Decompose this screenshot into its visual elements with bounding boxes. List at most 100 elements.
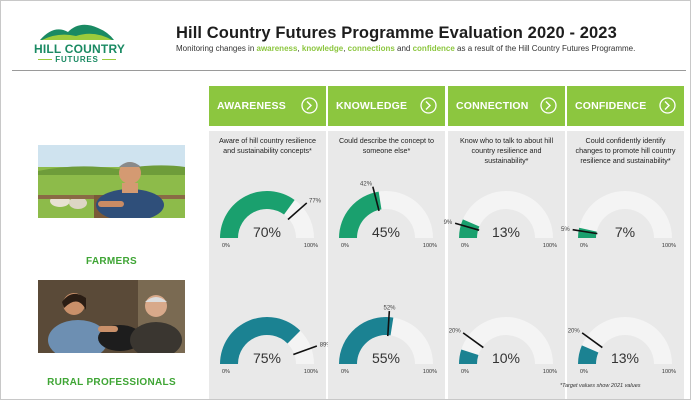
gauge-value-arc: [220, 317, 301, 364]
gauge-max-label: 100%: [423, 369, 437, 375]
gauge-value-arc: [339, 191, 382, 238]
column-header-awareness: AWARENESS: [209, 86, 326, 126]
gauge-track: [578, 191, 672, 238]
arrow-right-circle-icon[interactable]: [659, 97, 676, 114]
gauge-chart: 20% 10% 0% 100%: [449, 317, 557, 375]
footnote: *Target values show 2021 values: [560, 383, 641, 389]
gauge-target-label: 52%: [384, 306, 397, 312]
column-body: Could describe the concept to someone el…: [328, 131, 445, 399]
column-header-connection: CONNECTION: [448, 86, 565, 126]
gauge-value-label: 10%: [492, 350, 520, 366]
gauge-max-label: 100%: [304, 369, 318, 375]
gauge-farmers-connection: 9% 13% 0% 100%: [444, 190, 560, 250]
gauge-min-label: 0%: [461, 243, 469, 249]
logo-subtext: FUTURES: [34, 55, 120, 64]
gauge-target-marker: [293, 345, 318, 356]
gauge-rural-professionals-awareness: 89% 75% 0% 100%: [213, 316, 332, 376]
gauge-value-label: 7%: [615, 224, 635, 240]
gauge-max-label: 100%: [304, 243, 318, 249]
column-title: KNOWLEDGE: [336, 100, 408, 112]
gauge-chart: 52% 55% 0% 100%: [339, 306, 437, 375]
gauge-max-label: 100%: [543, 243, 557, 249]
arrow-right-circle-icon[interactable]: [540, 97, 557, 114]
gauge-target-marker: [386, 311, 391, 337]
gauge-value-label: 45%: [372, 224, 400, 240]
gauge-rural-professionals-connection: 20% 10% 0% 100%: [449, 316, 560, 376]
arrow-right-circle-icon[interactable]: [420, 97, 437, 114]
page-subtitle: Monitoring changes in awareness, knowled…: [176, 44, 635, 53]
column-header-knowledge: KNOWLEDGE: [328, 86, 445, 126]
subtitle-highlight: awareness: [256, 44, 298, 53]
logo-text: HILL COUNTRY: [34, 42, 126, 56]
gauge-rural-professionals-confidence: 20% 13% 0% 100%: [568, 316, 679, 376]
gauge-target-marker: [581, 332, 603, 349]
rural-professionals-photo: [38, 280, 185, 353]
gauge-value-label: 70%: [253, 224, 281, 240]
column-body: Know who to talk to about hill country r…: [444, 131, 565, 399]
column-title: CONNECTION: [456, 100, 529, 112]
gauge-value-arc: [578, 227, 597, 238]
gauge-farmers-knowledge: 42% 45% 0% 100%: [332, 181, 440, 250]
gauge-max-label: 100%: [423, 243, 437, 249]
column-connection: CONNECTION Know who to talk to about hil…: [444, 86, 565, 399]
gauge-target-label: 42%: [360, 181, 373, 187]
gauge-value-arc: [339, 317, 394, 364]
column-confidence: CONFIDENCE Could confidently identify ch…: [561, 86, 684, 399]
subtitle-highlight: knowledge: [301, 44, 344, 53]
gauge-max-label: 100%: [543, 369, 557, 375]
gauge-target-label: 89%: [320, 343, 333, 349]
gauge-min-label: 0%: [580, 243, 588, 249]
gauge-target-label: 5%: [561, 227, 570, 233]
gauge-min-label: 0%: [341, 369, 349, 375]
gauge-target-marker: [372, 186, 380, 212]
gauge-chart: 5% 7% 0% 100%: [561, 191, 676, 249]
gauge-max-label: 100%: [662, 243, 676, 249]
gauge-track: [459, 317, 553, 364]
metric-description: Know who to talk to about hill country r…: [459, 136, 554, 165]
farmer-photo: [38, 145, 185, 218]
gauge-track: [459, 191, 553, 238]
gauge-target-label: 77%: [309, 199, 322, 205]
gauge-min-label: 0%: [341, 243, 349, 249]
gauge-min-label: 0%: [461, 369, 469, 375]
gauge-target-marker: [572, 228, 598, 235]
subtitle-text: ,: [343, 44, 348, 53]
row-label-farmers: FARMERS: [86, 256, 137, 267]
gauge-chart: 77% 70% 0% 100%: [220, 191, 322, 249]
page-title: Hill Country Futures Programme Evaluatio…: [176, 24, 617, 42]
gauge-farmers-confidence: 5% 7% 0% 100%: [561, 190, 679, 250]
gauge-value-label: 55%: [372, 350, 400, 366]
gauge-chart: 89% 75% 0% 100%: [220, 317, 332, 375]
gauge-track: [578, 317, 672, 364]
column-title: CONFIDENCE: [575, 100, 647, 112]
gauge-value-label: 13%: [492, 224, 520, 240]
gauge-chart: 42% 45% 0% 100%: [339, 181, 437, 249]
gauge-target-label: 20%: [568, 329, 581, 335]
gauge-value-label: 13%: [611, 350, 639, 366]
gauge-chart: 20% 13% 0% 100%: [568, 317, 676, 375]
gauge-rural-professionals-knowledge: 52% 55% 0% 100%: [332, 306, 440, 376]
column-awareness: AWARENESS Aware of hill country resilien…: [209, 86, 332, 399]
metric-description: Could confidently identify changes to pr…: [575, 136, 676, 165]
gauge-target-label: 20%: [449, 329, 462, 335]
gauge-target-label: 9%: [444, 220, 453, 226]
column-title: AWARENESS: [217, 100, 286, 112]
gauge-min-label: 0%: [222, 243, 230, 249]
subtitle-text: ,: [297, 44, 302, 53]
hills-logo-icon: [40, 24, 114, 40]
metric-description: Aware of hill country resilience and sus…: [219, 136, 316, 155]
subtitle-text: as a result of the Hill Country Futures …: [454, 44, 636, 53]
gauge-min-label: 0%: [222, 369, 230, 375]
arrow-right-circle-icon[interactable]: [301, 97, 318, 114]
gauge-chart: 9% 13% 0% 100%: [444, 191, 557, 249]
subtitle-text: Monitoring changes in: [176, 44, 257, 53]
column-knowledge: KNOWLEDGE Could describe the concept to …: [328, 86, 445, 399]
gauge-value-arc: [220, 191, 295, 238]
gauge-target-marker: [287, 202, 308, 221]
gauge-target-marker: [454, 222, 480, 231]
logo: HILL COUNTRY FUTURES: [34, 20, 126, 66]
metric-description: Could describe the concept to someone el…: [338, 136, 435, 155]
subtitle-text: and: [394, 44, 413, 53]
gauge-value-arc: [459, 349, 479, 364]
column-header-confidence: CONFIDENCE: [567, 86, 684, 126]
